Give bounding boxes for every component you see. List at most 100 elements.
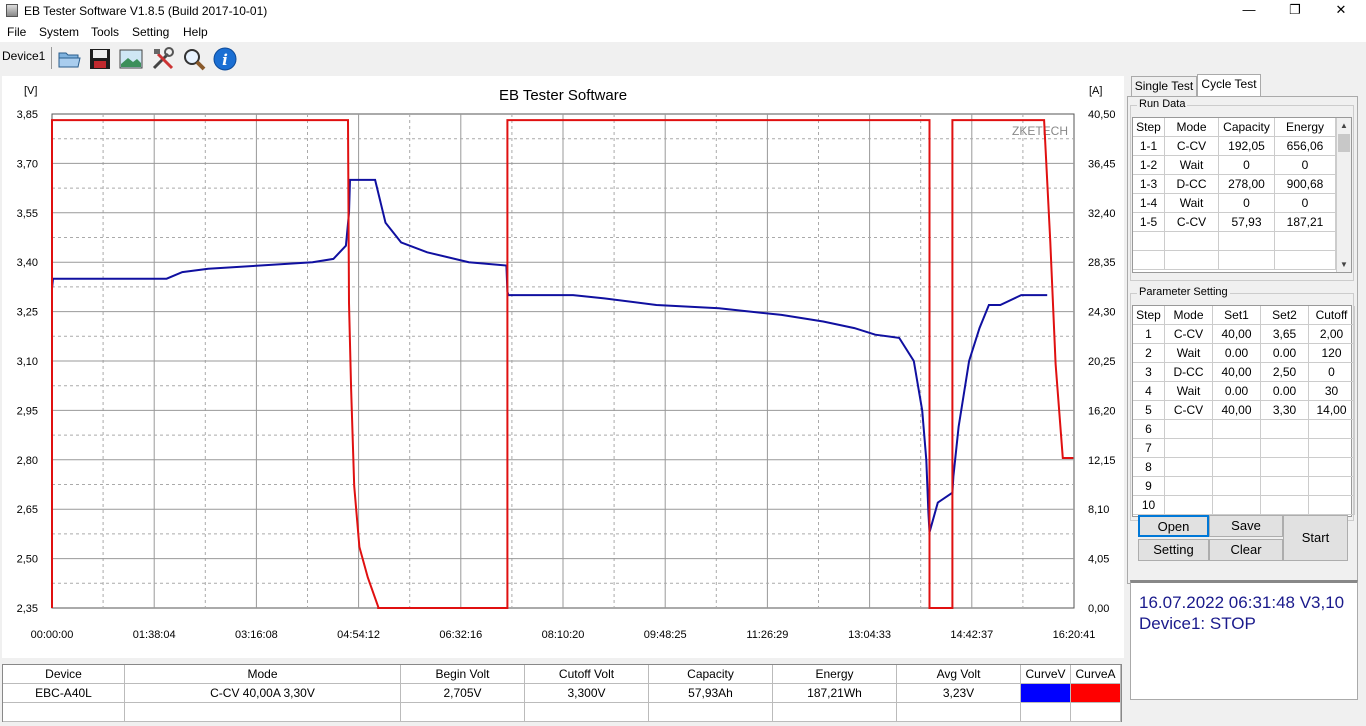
run-data-cell[interactable]: [1275, 251, 1336, 270]
run-data-cell[interactable]: C-CV: [1165, 137, 1219, 156]
parameter-cell[interactable]: 14,00: [1309, 401, 1355, 420]
restore-button[interactable]: ❐: [1289, 2, 1301, 17]
parameter-grid[interactable]: Step 1 2 3 4 5 6 7 8 9 10 Mode C-CV Wait D-CC Wait C-CV S…: [1132, 305, 1355, 517]
parameter-cell[interactable]: [1309, 496, 1355, 515]
open-button[interactable]: Open: [1138, 515, 1209, 537]
menu-file[interactable]: File: [7, 25, 27, 39]
minimize-button[interactable]: —: [1242, 2, 1256, 17]
parameter-cell[interactable]: [1165, 458, 1213, 477]
parameter-cell[interactable]: [1213, 477, 1261, 496]
run-data-cell[interactable]: 1-2: [1133, 156, 1165, 175]
parameter-cell[interactable]: 4: [1133, 382, 1165, 401]
menu-system[interactable]: System: [39, 25, 80, 39]
parameter-cell[interactable]: 0.00: [1213, 344, 1261, 363]
parameter-cell[interactable]: 7: [1133, 439, 1165, 458]
parameter-cell[interactable]: [1165, 496, 1213, 515]
parameter-cell[interactable]: [1309, 420, 1355, 439]
run-data-cell[interactable]: [1219, 251, 1275, 270]
parameter-cell[interactable]: 3,65: [1261, 325, 1309, 344]
scroll-down-icon[interactable]: ▼: [1340, 260, 1348, 269]
scroll-thumb[interactable]: [1338, 134, 1350, 152]
parameter-cell[interactable]: Wait: [1165, 344, 1213, 363]
parameter-cell[interactable]: 40,00: [1213, 401, 1261, 420]
curve-v-color[interactable]: [1021, 684, 1071, 703]
run-data-cell[interactable]: C-CV: [1165, 213, 1219, 232]
run-data-cell[interactable]: Wait: [1165, 156, 1219, 175]
run-data-cell[interactable]: 900,68: [1275, 175, 1336, 194]
parameter-cell[interactable]: [1261, 477, 1309, 496]
parameter-cell[interactable]: 0.00: [1261, 344, 1309, 363]
run-data-cell[interactable]: 0: [1275, 156, 1336, 175]
setting-button[interactable]: Setting: [1138, 539, 1209, 561]
menu-setting[interactable]: Setting: [132, 25, 170, 39]
scroll-up-icon[interactable]: ▲: [1340, 121, 1348, 130]
parameter-cell[interactable]: [1309, 439, 1355, 458]
parameter-cell[interactable]: [1309, 477, 1355, 496]
parameter-cell[interactable]: 1: [1133, 325, 1165, 344]
run-data-cell[interactable]: 1-4: [1133, 194, 1165, 213]
parameter-cell[interactable]: Wait: [1165, 382, 1213, 401]
parameter-cell[interactable]: 0.00: [1261, 382, 1309, 401]
run-data-grid[interactable]: ▲ ▼ Step 1-1 1-2 1-3 1-4 1-5 Mode C-CV Wait D-CC W…: [1132, 117, 1352, 273]
parameter-cell[interactable]: 8: [1133, 458, 1165, 477]
picture-icon[interactable]: [118, 46, 144, 72]
run-data-cell[interactable]: 187,21: [1275, 213, 1336, 232]
tab-cycle-test[interactable]: Cycle Test: [1197, 74, 1261, 97]
parameter-cell[interactable]: [1213, 496, 1261, 515]
run-data-cell[interactable]: 0: [1219, 156, 1275, 175]
open-folder-icon[interactable]: [56, 46, 82, 72]
parameter-cell[interactable]: 40,00: [1213, 325, 1261, 344]
run-data-cell[interactable]: 278,00: [1219, 175, 1275, 194]
run-data-cell[interactable]: [1133, 232, 1165, 251]
run-data-cell[interactable]: 1-3: [1133, 175, 1165, 194]
run-data-cell[interactable]: [1133, 251, 1165, 270]
parameter-cell[interactable]: 2: [1133, 344, 1165, 363]
info-icon[interactable]: i: [212, 46, 238, 72]
parameter-cell[interactable]: [1309, 458, 1355, 477]
run-data-cell[interactable]: [1165, 251, 1219, 270]
run-data-cell[interactable]: 0: [1275, 194, 1336, 213]
parameter-cell[interactable]: D-CC: [1165, 363, 1213, 382]
parameter-cell[interactable]: 9: [1133, 477, 1165, 496]
run-data-scrollbar[interactable]: ▲ ▼: [1336, 118, 1351, 272]
run-data-cell[interactable]: 57,93: [1219, 213, 1275, 232]
parameter-cell[interactable]: 2,50: [1261, 363, 1309, 382]
run-data-cell[interactable]: 656,06: [1275, 137, 1336, 156]
tools-icon[interactable]: [150, 46, 176, 72]
start-button[interactable]: Start: [1283, 515, 1348, 561]
clear-button[interactable]: Clear: [1209, 539, 1283, 561]
run-data-cell[interactable]: [1219, 232, 1275, 251]
run-data-cell[interactable]: 1-5: [1133, 213, 1165, 232]
parameter-cell[interactable]: [1165, 477, 1213, 496]
parameter-cell[interactable]: 0: [1309, 363, 1355, 382]
parameter-cell[interactable]: [1213, 420, 1261, 439]
run-data-cell[interactable]: [1275, 232, 1336, 251]
parameter-cell[interactable]: [1261, 439, 1309, 458]
parameter-cell[interactable]: 5: [1133, 401, 1165, 420]
menu-help[interactable]: Help: [183, 25, 208, 39]
run-data-cell[interactable]: 0: [1219, 194, 1275, 213]
run-data-cell[interactable]: Wait: [1165, 194, 1219, 213]
run-data-cell[interactable]: D-CC: [1165, 175, 1219, 194]
parameter-cell[interactable]: 120: [1309, 344, 1355, 363]
curve-a-color[interactable]: [1071, 684, 1121, 703]
parameter-cell[interactable]: [1213, 458, 1261, 477]
save-disk-icon[interactable]: [87, 46, 113, 72]
parameter-cell[interactable]: 40,00: [1213, 363, 1261, 382]
magnifier-icon[interactable]: [181, 46, 207, 72]
parameter-cell[interactable]: C-CV: [1165, 401, 1213, 420]
parameter-cell[interactable]: 2,00: [1309, 325, 1355, 344]
parameter-cell[interactable]: [1213, 439, 1261, 458]
parameter-cell[interactable]: 6: [1133, 420, 1165, 439]
parameter-cell[interactable]: [1261, 458, 1309, 477]
close-button[interactable]: ✕: [1335, 2, 1347, 17]
run-data-cell[interactable]: 192,05: [1219, 137, 1275, 156]
parameter-cell[interactable]: 30: [1309, 382, 1355, 401]
run-data-cell[interactable]: 1-1: [1133, 137, 1165, 156]
parameter-cell[interactable]: 3: [1133, 363, 1165, 382]
menu-tools[interactable]: Tools: [91, 25, 120, 39]
parameter-cell[interactable]: 0.00: [1213, 382, 1261, 401]
parameter-cell[interactable]: [1165, 439, 1213, 458]
parameter-cell[interactable]: [1261, 496, 1309, 515]
parameter-cell[interactable]: 3,30: [1261, 401, 1309, 420]
